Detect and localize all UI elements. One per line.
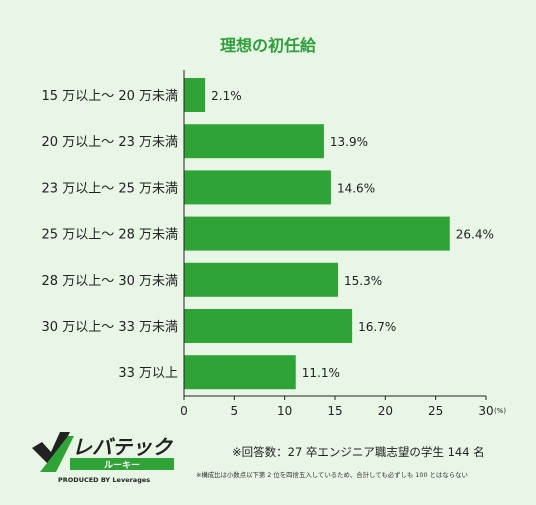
logo-sub: ルーキー [104,460,140,471]
x-tick-label: 0 [180,404,188,418]
category-label: 23 万以上〜 25 万未満 [42,181,178,196]
category-label: 25 万以上〜 28 万未満 [42,228,178,243]
data-label: 11.1% [302,366,340,380]
data-label: 26.4% [456,228,494,242]
x-tick-label: 25 [428,404,443,418]
bar [184,124,324,159]
logo-name: レバテック [72,435,174,459]
logo-emblem-green [40,436,74,472]
bar [184,355,296,390]
x-unit-label: (%) [494,407,506,415]
category-label: 28 万以上〜 30 万未満 [42,274,178,289]
bar [184,309,353,343]
category-label: 15 万以上〜 20 万未満 [42,89,178,104]
rounding-note: ※構成比は小数点以下第 2 位を四捨五入しているため、合計しても必ずしも 100… [196,471,468,479]
chart-title: 理想の初任給 [219,36,316,55]
levtech-rookie-logo: レバテック ルーキー PRODUCED BY Leverages [32,432,174,484]
bar [184,170,331,205]
category-label: 20 万以上〜 23 万未満 [42,135,178,150]
bar [184,262,339,297]
data-label: 15.3% [344,274,382,288]
bar [184,216,450,251]
data-label: 14.6% [337,181,375,195]
x-tick-label: 5 [231,404,239,418]
respondents-note: ※回答数：27 卒エンジニア職志望の学生 144 名 [232,445,485,459]
logo-byline: PRODUCED BY Leverages [58,476,150,484]
data-label: 13.9% [330,135,368,149]
category-label: 30 万以上〜 33 万未満 [42,320,178,335]
x-tick-label: 15 [327,404,342,418]
data-label: 2.1% [211,89,242,103]
x-tick-label: 20 [378,404,393,418]
bar [184,78,206,112]
data-label: 16.7% [358,320,396,334]
x-tick-label: 10 [277,404,292,418]
bar-chart: 15 万以上〜 20 万未満 2.1% 20 万以上〜 23 万未満 13.9% 23 … [42,70,506,418]
logo-emblem-dark [32,432,70,468]
logo-sub-band [70,458,174,470]
x-tick-label: 30 [478,404,493,418]
category-label: 33 万以上 [118,366,178,381]
